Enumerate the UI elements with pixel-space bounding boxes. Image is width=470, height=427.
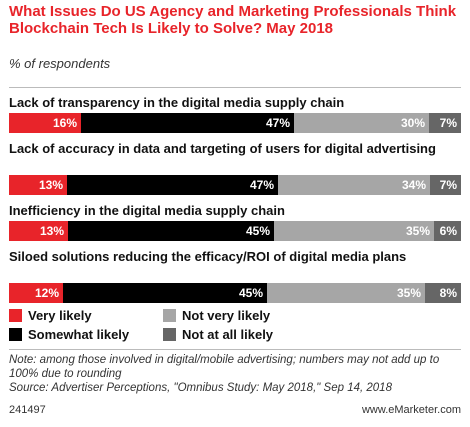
legend-label-very-likely: Very likely (28, 308, 92, 323)
data-label-not-very-likely: 34% (401, 178, 426, 192)
bar-row-1: 16% 47% 30% 7% (9, 113, 461, 133)
category-label-2: Lack of accuracy in data and targeting o… (9, 141, 436, 156)
chart-id: 241497 (9, 404, 46, 416)
bar-segment-not-very-likely (294, 113, 429, 133)
legend-swatch-very-likely (9, 309, 22, 322)
data-label-somewhat-likely: 47% (265, 116, 290, 130)
legend-not-very-likely: Not very likely (163, 308, 270, 324)
data-label-not-at-all-likely: 7% (439, 178, 457, 192)
legend-label-somewhat-likely: Somewhat likely (28, 327, 130, 342)
bar-row-3: 13% 45% 35% 6% (9, 221, 461, 241)
bar-segment-very-likely (9, 175, 67, 195)
bar-segment-not-very-likely (278, 175, 430, 195)
bar-segment-not-very-likely (267, 283, 425, 303)
legend-label-not-at-all-likely: Not at all likely (182, 327, 274, 342)
bottom-divider (9, 349, 461, 350)
bar-segment-very-likely (9, 283, 63, 303)
legend-swatch-not-very-likely (163, 309, 176, 322)
category-label-4: Siloed solutions reducing the efficacy/R… (9, 249, 407, 264)
bar-segment-not-very-likely (274, 221, 434, 241)
category-label-3: Inefficiency in the digital media supply… (9, 203, 285, 218)
data-label-not-very-likely: 35% (396, 286, 421, 300)
data-label-somewhat-likely: 47% (249, 178, 274, 192)
data-label-very-likely: 13% (39, 224, 64, 238)
data-label-not-at-all-likely: 7% (439, 116, 457, 130)
bar-segment-not-at-all-likely (430, 175, 461, 195)
data-label-somewhat-likely: 45% (245, 224, 270, 238)
data-label-not-at-all-likely: 6% (439, 224, 457, 238)
legend-label-not-very-likely: Not very likely (182, 308, 271, 323)
chart-subtitle: % of respondents (9, 56, 111, 71)
data-label-not-very-likely: 35% (405, 224, 430, 238)
data-label-not-very-likely: 30% (400, 116, 425, 130)
legend-somewhat-likely: Somewhat likely (9, 327, 129, 343)
bar-segment-somewhat-likely (67, 175, 278, 195)
bar-segment-not-at-all-likely (429, 113, 461, 133)
chart-title: What Issues Do US Agency and Marketing P… (9, 3, 457, 37)
legend-swatch-not-at-all-likely (163, 328, 176, 341)
bar-row-2: 13% 47% 34% 7% (9, 175, 461, 195)
data-label-very-likely: 16% (52, 116, 77, 130)
legend-not-at-all-likely: Not at all likely (163, 327, 273, 343)
data-label-very-likely: 12% (34, 286, 59, 300)
category-label-1: Lack of transparency in the digital medi… (9, 95, 345, 110)
bar-segment-very-likely (9, 221, 68, 241)
brand-label: www.eMarketer.com (361, 404, 461, 416)
chart-source: Source: Advertiser Perceptions, "Omnibus… (9, 382, 392, 394)
legend-very-likely: Very likely (9, 308, 92, 324)
bar-segment-not-at-all-likely (434, 221, 461, 241)
bar-segment-not-at-all-likely (425, 283, 461, 303)
bar-segment-somewhat-likely (63, 283, 267, 303)
top-divider (9, 87, 461, 88)
data-label-very-likely: 13% (38, 178, 63, 192)
legend-swatch-somewhat-likely (9, 328, 22, 341)
data-label-somewhat-likely: 45% (238, 286, 263, 300)
chart-note: Note: among those involved in digital/mo… (9, 354, 440, 380)
data-label-not-at-all-likely: 8% (439, 286, 457, 300)
bar-row-4: 12% 45% 35% 8% (9, 283, 461, 303)
bar-segment-somewhat-likely (81, 113, 294, 133)
bar-segment-somewhat-likely (68, 221, 274, 241)
bar-segment-very-likely (9, 113, 81, 133)
